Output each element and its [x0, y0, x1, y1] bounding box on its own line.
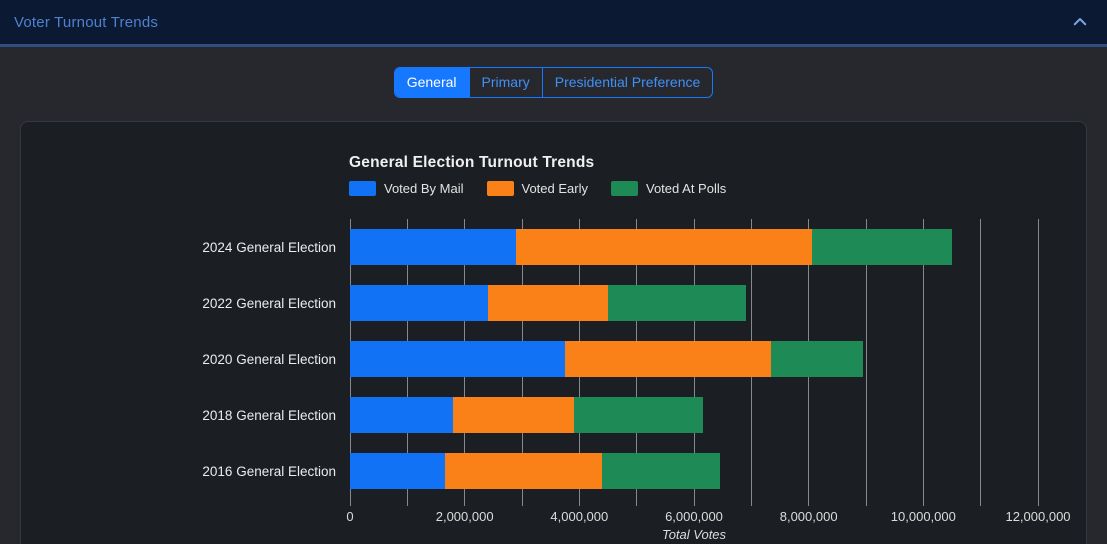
x-axis-tick [808, 499, 810, 506]
chart-title: General Election Turnout Trends [349, 154, 595, 171]
chart-legend: Voted By Mail Voted Early Voted At Polls [349, 181, 726, 196]
x-axis-tick [1037, 499, 1039, 506]
x-tick-label: 2,000,000 [435, 509, 494, 524]
bar-segment-voted-early[interactable] [444, 453, 603, 489]
y-axis-label-2022-general-election: 2022 General Election [202, 295, 336, 311]
bar-segment-voted-at-polls[interactable] [573, 397, 703, 433]
y-axis-label-2016-general-election: 2016 General Election [202, 463, 336, 479]
bar-segment-voted-early[interactable] [565, 341, 772, 377]
y-axis-labels: 2024 General Election 2022 General Electi… [21, 219, 336, 499]
legend-item-voted-by-mail[interactable]: Voted By Mail [349, 181, 464, 196]
x-axis-tick [865, 499, 867, 506]
bar-segment-voted-by-mail[interactable] [350, 453, 445, 489]
gridline [1037, 219, 1039, 499]
legend-item-voted-early[interactable]: Voted Early [486, 181, 589, 196]
bar-segment-voted-at-polls[interactable] [811, 229, 952, 265]
panel-title: Voter Turnout Trends [14, 13, 159, 31]
x-axis-tick [750, 499, 752, 506]
bar-segment-voted-early[interactable] [516, 229, 812, 265]
legend-item-voted-at-polls[interactable]: Voted At Polls [611, 181, 726, 196]
stacked-bar-2022-general-election [350, 285, 1038, 321]
x-axis-tick [464, 499, 466, 506]
x-axis-tick [521, 499, 523, 506]
bar-row-2020-general-election [350, 331, 1038, 387]
bar-segment-voted-at-polls[interactable] [607, 285, 746, 321]
x-axis-tick [406, 499, 408, 506]
gridline [922, 219, 924, 499]
bar-row-2018-general-election [350, 387, 1038, 443]
legend-swatch-voted-early [486, 181, 514, 196]
tab-group: General Primary Presidential Preference [393, 67, 714, 98]
x-tick-label: 12,000,000 [1005, 509, 1071, 524]
x-axis-tick [922, 499, 924, 506]
bar-segment-voted-by-mail[interactable] [350, 285, 488, 321]
legend-label: Voted By Mail [384, 181, 464, 196]
gridline [865, 219, 867, 499]
x-tick-label: 0 [346, 509, 354, 524]
x-tick-label: 4,000,000 [550, 509, 609, 524]
legend-swatch-voted-by-mail [349, 181, 376, 196]
y-axis-label-2020-general-election: 2020 General Election [202, 351, 336, 367]
bar-segment-voted-by-mail[interactable] [350, 397, 454, 433]
legend-swatch-voted-at-polls [611, 181, 638, 196]
bar-segment-voted-at-polls[interactable] [602, 453, 720, 489]
y-axis-label-2024-general-election: 2024 General Election [202, 239, 336, 255]
x-axis: Total Votes 0 2,000,000 4,000,000 6,000,000… [346, 499, 1071, 544]
x-tick-label: 10,000,000 [890, 509, 956, 524]
chevron-up-icon[interactable] [1069, 11, 1091, 33]
x-tick-label: 6,000,000 [665, 509, 723, 524]
bar-segment-voted-by-mail[interactable] [350, 229, 517, 265]
tab-presidential-preference[interactable]: Presidential Preference [541, 68, 713, 97]
stacked-bar-2020-general-election [350, 341, 1038, 377]
panel-header[interactable]: Voter Turnout Trends [0, 0, 1107, 47]
legend-label: Voted Early [521, 181, 589, 196]
bar-row-2016-general-election [350, 443, 1038, 499]
tab-primary[interactable]: Primary [468, 68, 542, 97]
stacked-bar-2024-general-election [350, 229, 1038, 265]
stacked-bar-2018-general-election [350, 397, 1038, 433]
bar-segment-voted-early[interactable] [487, 285, 608, 321]
y-axis-label-2018-general-election: 2018 General Election [202, 407, 336, 423]
x-axis-title: Total Votes [661, 527, 727, 542]
bar-segment-voted-at-polls[interactable] [771, 341, 864, 377]
legend-label: Voted At Polls [646, 181, 727, 196]
x-axis-tick [980, 499, 982, 506]
bar-segment-voted-by-mail[interactable] [350, 341, 565, 377]
x-axis-tick [349, 499, 351, 506]
x-tick-label: 8,000,000 [779, 509, 838, 524]
gridline [980, 219, 982, 499]
chart-card: General Election Turnout Trends Voted By… [20, 121, 1087, 544]
bar-row-2024-general-election [350, 219, 1038, 275]
tab-general[interactable]: General [394, 68, 469, 97]
x-axis-tick [636, 499, 638, 506]
x-axis-tick [578, 499, 580, 506]
bar-rows [350, 219, 1038, 499]
bar-segment-voted-early[interactable] [453, 397, 574, 433]
tabs-row: General Primary Presidential Preference [0, 67, 1107, 98]
plot-area [349, 219, 1039, 499]
x-axis-tick [693, 499, 695, 506]
stacked-bar-2016-general-election [350, 453, 1038, 489]
bar-row-2022-general-election [350, 275, 1038, 331]
